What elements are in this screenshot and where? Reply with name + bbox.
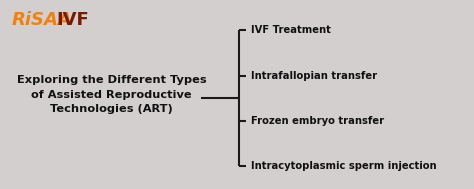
Text: Intracytoplasmic sperm injection: Intracytoplasmic sperm injection xyxy=(251,161,437,171)
Text: IVF: IVF xyxy=(56,11,89,29)
Text: RiSAA: RiSAA xyxy=(12,11,73,29)
Text: IVF Treatment: IVF Treatment xyxy=(251,25,331,35)
Text: Frozen embryo transfer: Frozen embryo transfer xyxy=(251,116,384,126)
Text: Exploring the Different Types
of Assisted Reproductive
Technologies (ART): Exploring the Different Types of Assiste… xyxy=(17,75,206,114)
Text: Intrafallopian transfer: Intrafallopian transfer xyxy=(251,71,377,81)
